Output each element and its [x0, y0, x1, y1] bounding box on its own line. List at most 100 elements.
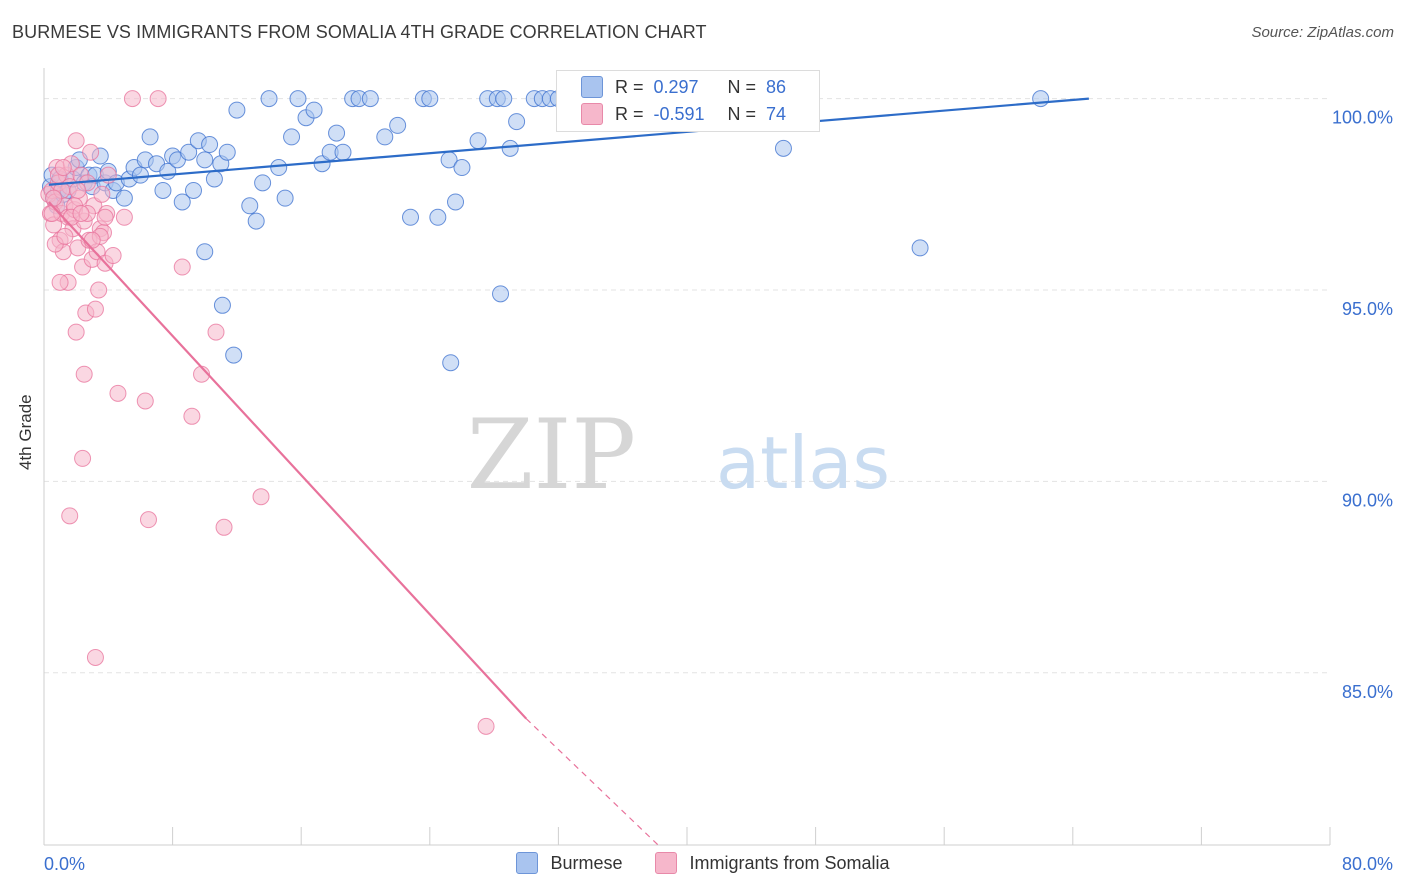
point-burmese [184, 181, 202, 199]
series-burmese [41, 90, 1050, 372]
point-somalia [109, 384, 127, 402]
point-burmese [447, 193, 465, 211]
tick-labels: 100.0% 95.0% 90.0% 85.0% 0.0% 80.0% [44, 108, 1393, 874]
point-somalia [56, 227, 74, 245]
point-burmese [495, 90, 513, 108]
point-burmese [131, 166, 149, 184]
point-burmese [289, 90, 307, 108]
point-somalia [136, 392, 154, 410]
point-burmese [469, 132, 487, 150]
trend-line-burmese [48, 97, 1089, 186]
point-burmese [361, 90, 379, 108]
point-somalia [86, 300, 104, 318]
y-tick-label: 95.0% [1342, 299, 1393, 319]
watermark-zip: ZIP [467, 399, 636, 511]
point-somalia [45, 189, 63, 207]
point-burmese [241, 197, 259, 215]
n-value: 74 [766, 103, 787, 124]
point-somalia [139, 511, 157, 529]
trend-line-somalia-extension [525, 718, 659, 846]
point-burmese [260, 90, 278, 108]
point-somalia [115, 208, 133, 226]
point-somalia [477, 717, 495, 735]
y-tick-label: 85.0% [1342, 682, 1393, 702]
point-burmese [501, 139, 519, 157]
point-burmese [270, 159, 288, 177]
legend: Burmese Immigrants from Somalia [0, 852, 1406, 879]
point-burmese [276, 189, 294, 207]
point-somalia [96, 208, 114, 226]
stats-row-somalia: R = -0.591 N = 74 [581, 102, 787, 126]
point-somalia [82, 143, 100, 161]
legend-label-somalia: Immigrants from Somalia [689, 852, 890, 873]
point-somalia [93, 185, 111, 203]
source-label: Source: ZipAtlas.com [1251, 24, 1394, 41]
point-somalia [83, 231, 101, 249]
watermark: ZIP atlas [467, 399, 890, 511]
point-somalia [215, 518, 233, 536]
point-burmese [389, 116, 407, 134]
point-somalia [104, 247, 122, 265]
x-tick-label-min: 0.0% [44, 854, 85, 874]
point-burmese [247, 212, 265, 230]
stats-swatch-somalia [581, 103, 603, 125]
y-tick-label: 90.0% [1342, 490, 1393, 510]
point-somalia [123, 90, 141, 108]
y-tick-label: 100.0% [1332, 108, 1393, 128]
stats-box: R = 0.297 N = 86 R = -0.591 N = 74 [556, 70, 820, 132]
point-somalia [183, 407, 201, 425]
legend-swatch-burmese [516, 852, 539, 874]
n-label: N = [727, 103, 757, 124]
x-tick-label-max: 80.0% [1342, 854, 1393, 874]
point-burmese [154, 181, 172, 199]
point-burmese [492, 285, 510, 303]
point-somalia [90, 281, 108, 299]
point-somalia [51, 273, 69, 291]
n-label: N = [727, 76, 757, 97]
point-burmese [196, 151, 214, 169]
point-somalia [75, 365, 93, 383]
legend-item-burmese[interactable]: Burmese [516, 852, 622, 874]
point-burmese [421, 90, 439, 108]
point-somalia [69, 181, 87, 199]
point-burmese [225, 346, 243, 364]
point-somalia [86, 648, 104, 666]
point-burmese [334, 143, 352, 161]
point-somalia [207, 323, 225, 341]
point-burmese [115, 189, 133, 207]
r-label: R = [615, 103, 644, 124]
point-somalia [67, 132, 85, 150]
point-somalia [252, 488, 270, 506]
point-burmese [402, 208, 420, 226]
point-burmese [173, 193, 191, 211]
point-burmese [376, 128, 394, 146]
chart-title: BURMESE VS IMMIGRANTS FROM SOMALIA 4TH G… [12, 22, 707, 42]
point-somalia [149, 90, 167, 108]
n-value: 86 [766, 76, 787, 97]
point-burmese [254, 174, 272, 192]
axes [43, 68, 1331, 846]
point-somalia [54, 159, 72, 177]
point-burmese [228, 101, 246, 119]
point-burmese [442, 354, 460, 372]
point-burmese [911, 239, 929, 257]
legend-item-somalia[interactable]: Immigrants from Somalia [655, 852, 890, 874]
trend-line-somalia [48, 201, 528, 720]
gridlines [44, 98, 1330, 674]
point-burmese [205, 170, 223, 188]
point-burmese [429, 208, 447, 226]
point-somalia [173, 258, 191, 276]
point-burmese [774, 139, 792, 157]
point-burmese [508, 113, 526, 131]
point-burmese [305, 101, 323, 119]
point-burmese [218, 143, 236, 161]
point-somalia [43, 204, 61, 222]
r-value: 0.297 [653, 76, 699, 97]
stats-swatch-burmese [581, 76, 603, 98]
r-label: R = [615, 76, 644, 97]
y-axis-title: 4th Grade [16, 394, 35, 470]
point-somalia [61, 507, 79, 525]
point-burmese [328, 124, 346, 142]
point-burmese [196, 243, 214, 261]
